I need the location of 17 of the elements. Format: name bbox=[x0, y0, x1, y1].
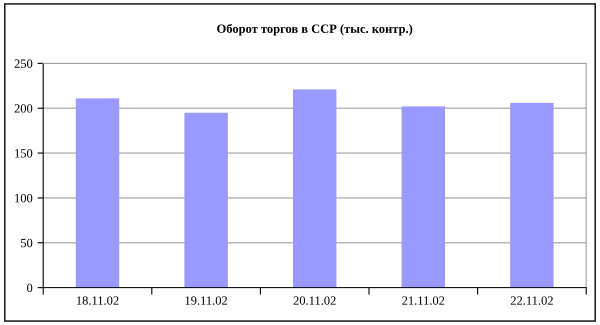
chart-title: Оборот торгов в ССР (тыс. контр.) bbox=[217, 24, 412, 36]
bar bbox=[76, 98, 120, 288]
bar bbox=[510, 102, 554, 288]
bar bbox=[402, 106, 446, 288]
bar bbox=[184, 112, 228, 288]
y-tick-label: 50 bbox=[21, 238, 32, 248]
y-tick-label: 150 bbox=[15, 149, 32, 158]
bar bbox=[292, 89, 336, 288]
y-tick-label: 100 bbox=[15, 194, 32, 202]
x-tick-label: 19.11.02 bbox=[186, 296, 228, 305]
x-tick-label: 21.11.02 bbox=[402, 296, 444, 305]
y-tick-label: 250 bbox=[14, 59, 32, 68]
y-tick-label: 200 bbox=[14, 104, 32, 113]
x-tick-label: 22.11.02 bbox=[510, 296, 553, 305]
x-tick-label: 18.11.02 bbox=[76, 296, 118, 305]
x-tick-label: 20.11.02 bbox=[294, 296, 336, 305]
y-tick-label: 0 bbox=[27, 284, 32, 292]
